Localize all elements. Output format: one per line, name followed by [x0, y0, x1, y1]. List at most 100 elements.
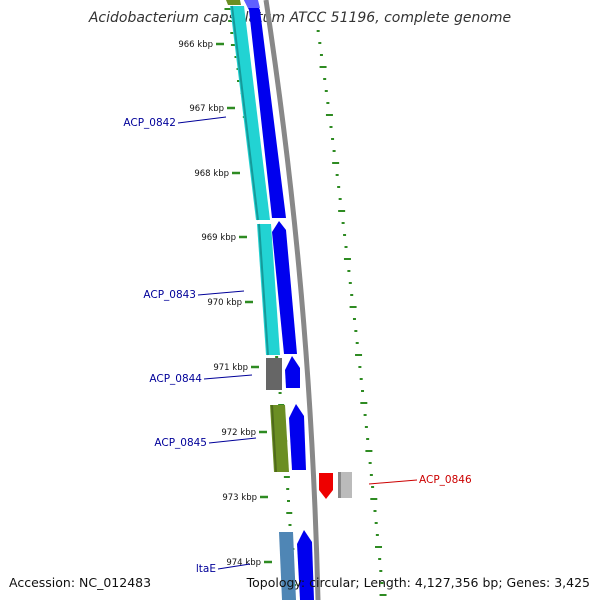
reverse-cds-red — [319, 473, 333, 499]
gc-dot — [358, 366, 362, 368]
gc-dot — [325, 114, 333, 116]
gc-dot — [331, 138, 335, 140]
gc-dot — [344, 246, 348, 248]
tick-label: 966 kbp — [178, 40, 213, 50]
gc-dot — [370, 498, 378, 500]
gene-label[interactable]: ACP_0846 — [419, 474, 472, 486]
reverse-block-gray — [338, 472, 352, 498]
gc-dot — [288, 524, 292, 526]
gc-dot — [371, 486, 375, 488]
gc-dot — [338, 198, 342, 200]
gc-dot — [286, 488, 290, 490]
gc-dot — [323, 78, 327, 80]
gene-label[interactable]: ltaE — [196, 563, 216, 575]
gene-block-cyan-1 — [230, 6, 270, 220]
gene-label-leader — [177, 116, 227, 124]
gc-dot — [375, 546, 383, 548]
gc-dot — [363, 414, 367, 416]
gc-dot — [374, 522, 378, 524]
gc-dot — [316, 30, 320, 32]
gc-dot — [352, 318, 356, 320]
gene-label[interactable]: ACP_0844 — [149, 373, 202, 385]
gc-dot — [355, 342, 359, 344]
gc-dot — [366, 438, 370, 440]
genome-stats-text: Topology: circular; Length: 4,127,356 bp… — [246, 575, 590, 590]
gc-dot — [283, 476, 290, 478]
gc-dot — [286, 512, 293, 514]
gc-content-dots — [316, 30, 387, 596]
tick-label: 974 kbp — [226, 558, 261, 568]
gc-dot — [228, 20, 232, 22]
gene-block-dark-gray — [266, 358, 282, 390]
gc-dot — [230, 44, 237, 46]
gene-label-leader — [208, 437, 257, 444]
accession-text: Accession: NC_012483 — [9, 575, 152, 590]
gc-dot — [326, 102, 330, 104]
gc-dot — [234, 56, 238, 58]
map-title: Acidobacterium capsulatum ATCC 51196, co… — [88, 10, 512, 26]
gene-block-steel-blue — [279, 532, 296, 600]
tick-label: 969 kbp — [201, 233, 236, 243]
gc-dot — [338, 210, 346, 212]
gc-dot — [360, 402, 368, 404]
gc-dot — [319, 54, 323, 56]
gene-block-cyan-2 — [257, 224, 280, 355]
cds-block-3 — [285, 356, 300, 388]
gene-label-leader — [217, 563, 251, 570]
gene-label[interactable]: ACP_0845 — [154, 437, 207, 449]
gc-dot — [341, 222, 345, 224]
tick-label: 967 kbp — [189, 104, 224, 114]
tick-label: 972 kbp — [221, 428, 256, 438]
gc-dot — [369, 474, 373, 476]
cds-block-5 — [297, 530, 314, 600]
gc-dot — [355, 354, 363, 356]
gc-dot — [329, 126, 333, 128]
cds-block-1-highlight — [244, 0, 260, 8]
gc-dot — [364, 426, 368, 428]
gene-label-leader — [368, 479, 418, 485]
tick-label: 971 kbp — [213, 363, 248, 373]
gc-dot — [319, 66, 327, 68]
gc-dot — [343, 234, 347, 236]
gc-dot — [378, 558, 382, 560]
gc-dot — [230, 32, 234, 34]
coordinate-ticks: 966 kbp 967 kbp 968 kbp 969 kbp 970 kbp 971 k… — [178, 40, 272, 568]
cds-block-4 — [289, 404, 306, 470]
gc-dot — [324, 90, 328, 92]
genome-backbone — [263, 0, 321, 600]
gc-dot — [379, 594, 387, 596]
gc-dot — [275, 356, 279, 358]
gc-dot — [347, 270, 351, 272]
cds-block-2 — [272, 221, 297, 354]
gc-dot — [354, 330, 358, 332]
reverse-block-gray-edge — [338, 472, 341, 498]
gene-block-olive-edge — [271, 404, 277, 473]
gc-dot — [350, 294, 354, 296]
gc-dot — [349, 306, 357, 308]
cds-block-1 — [244, 0, 286, 218]
gene-label[interactable]: ACP_0843 — [143, 289, 196, 301]
gc-dot — [375, 534, 379, 536]
tick-label: 973 kbp — [222, 493, 257, 503]
gc-dot — [332, 162, 340, 164]
gc-dot — [368, 462, 372, 464]
gc-dot — [361, 390, 365, 392]
gc-dot — [365, 450, 373, 452]
gc-dot — [287, 500, 290, 502]
gc-dot — [224, 8, 231, 10]
gene-label[interactable]: ACP_0842 — [123, 117, 176, 129]
gc-dot — [373, 510, 377, 512]
gc-dot — [337, 186, 341, 188]
gc-dot — [359, 378, 363, 380]
gc-dot — [380, 582, 384, 584]
gene-block-cyan-edge — [231, 5, 269, 356]
gene-block-top-olive — [226, 0, 241, 5]
gc-dot — [278, 392, 282, 394]
gene-label-leader — [203, 374, 253, 380]
gene-label-leader — [197, 290, 245, 296]
gc-dot — [318, 42, 322, 44]
gc-dot — [348, 282, 352, 284]
gc-dot — [332, 150, 336, 152]
tick-label: 970 kbp — [207, 298, 242, 308]
